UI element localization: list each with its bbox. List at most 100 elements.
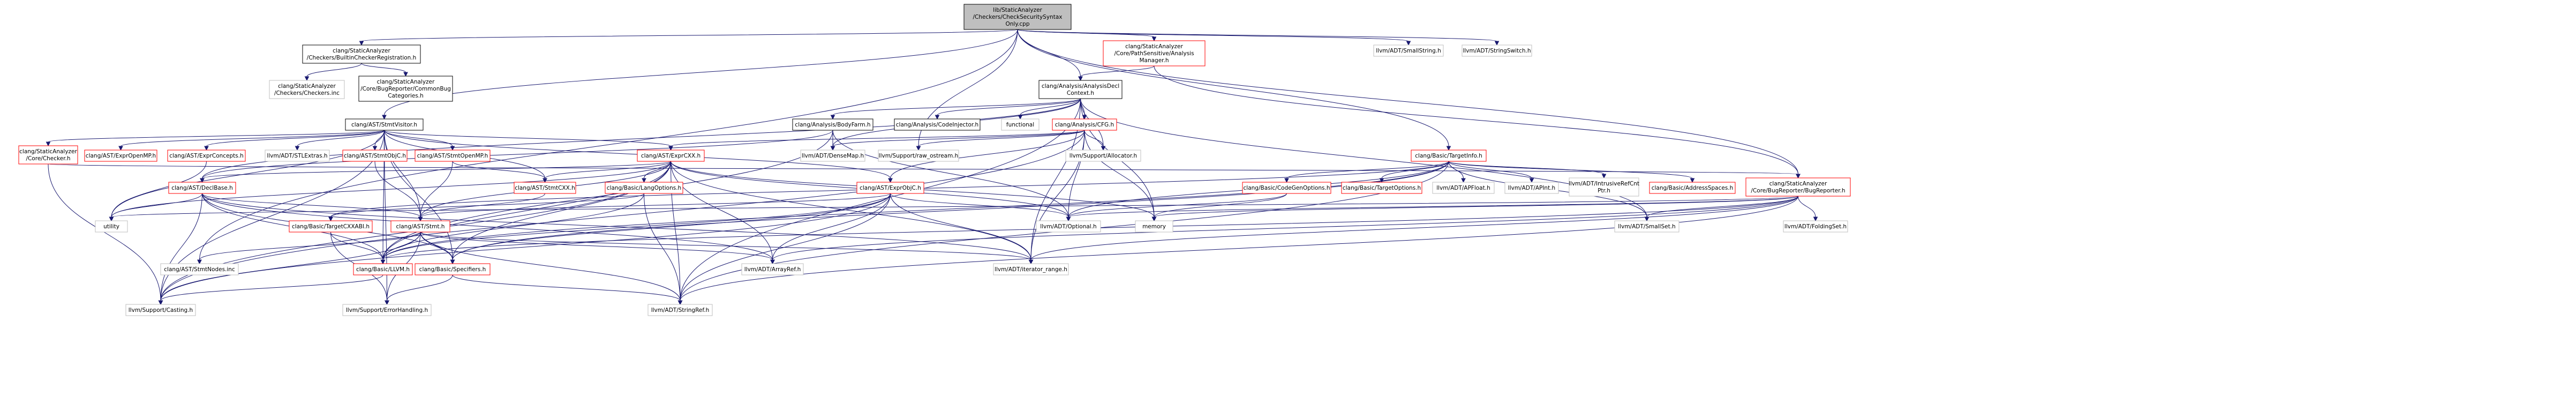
node-cfg[interactable]: clang/Analysis/CFG.h bbox=[1052, 118, 1117, 131]
node-errhandling: llvm/Support/ErrorHandling.h bbox=[342, 304, 432, 316]
node-label-line: llvm/ADT/Optional.h bbox=[1040, 223, 1096, 230]
node-label-line: llvm/ADT/iterator_range.h bbox=[995, 266, 1067, 273]
node-box bbox=[1745, 177, 1851, 197]
node-specifiers[interactable]: clang/Basic/Specifiers.h bbox=[415, 263, 491, 275]
edge-exprobjc-to-stringref bbox=[677, 193, 891, 305]
node-pathsens[interactable]: clang/StaticAnalyzer/Core/PathSensitive/… bbox=[1103, 40, 1206, 66]
node-box bbox=[415, 263, 491, 275]
node-label-line: clang/Basic/LangOptions.h bbox=[607, 185, 681, 191]
node-stmtvisitor[interactable]: clang/AST/StmtVisitor.h bbox=[345, 118, 424, 131]
node-codeinjector[interactable]: clang/Analysis/CodeInjector.h bbox=[894, 118, 981, 131]
node-apint: llvm/ADT/APInt.h bbox=[1504, 182, 1559, 194]
edge-root-to-builtin bbox=[359, 29, 1018, 46]
node-box bbox=[84, 150, 157, 162]
node-exprcxx[interactable]: clang/AST/ExprCXX.h bbox=[637, 150, 705, 162]
node-targetoptions[interactable]: clang/Basic/TargetOptions.h bbox=[1341, 182, 1422, 194]
node-box bbox=[1036, 220, 1101, 233]
node-smallset: llvm/ADT/SmallSet.h bbox=[1614, 220, 1679, 233]
node-label-line: llvm/ADT/APInt.h bbox=[1508, 185, 1555, 191]
node-exprobjcmfh[interactable]: clang/AST/ExprOpenMP.h bbox=[84, 150, 157, 162]
edge-builtin-to-checkersinc bbox=[304, 63, 362, 81]
node-box bbox=[647, 304, 713, 316]
node-label-line: Ptr.h bbox=[1598, 188, 1610, 194]
node-box bbox=[894, 118, 981, 131]
node-label-line: clang/StaticAnalyzer bbox=[1125, 43, 1183, 50]
node-codegenopts[interactable]: clang/Basic/CodeGenOptions.h bbox=[1242, 182, 1331, 194]
edge-targetinfo-to-stringref bbox=[677, 161, 1449, 305]
edge-cfg-to-rawostream bbox=[916, 130, 1085, 151]
node-bodyfarm[interactable]: clang/Analysis/BodyFarm.h bbox=[792, 118, 873, 131]
node-label-line: lib/StaticAnalyzer bbox=[993, 7, 1042, 13]
node-label-line: llvm/ADT/ArrayRef.h bbox=[744, 266, 801, 273]
edge-root-to-stmtvisitor bbox=[382, 29, 1018, 120]
node-stmtopenmp[interactable]: clang/AST/StmtOpenMP.h bbox=[415, 150, 491, 162]
node-checkersinc: clang/StaticAnalyzer/Checkers/Checkers.i… bbox=[269, 80, 345, 99]
node-label-line: llvm/ADT/STLExtras.h bbox=[267, 153, 327, 159]
node-label-line: llvm/ADT/SmallSet.h bbox=[1618, 223, 1675, 230]
node-label-line: llvm/ADT/APFloat.h bbox=[1436, 185, 1490, 191]
node-box bbox=[856, 182, 924, 194]
node-functional: functional bbox=[1001, 118, 1040, 131]
edge-root-to-rawostream bbox=[916, 29, 1018, 151]
node-box bbox=[168, 182, 236, 194]
node-box bbox=[1103, 40, 1206, 66]
node-box bbox=[741, 263, 804, 275]
node-label-line: Only.cpp bbox=[1006, 21, 1030, 27]
node-label-line: clang/Basic/CodeGenOptions.h bbox=[1244, 185, 1330, 191]
node-stmtcxx[interactable]: clang/AST/StmtCXX.h bbox=[514, 182, 576, 194]
node-stmtobjc[interactable]: clang/AST/StmtObjC.h bbox=[342, 150, 408, 162]
node-label-line: llvm/ADT/StringRef.h bbox=[651, 307, 710, 314]
node-label-line: clang/AST/DeclBase.h bbox=[171, 185, 233, 191]
node-label-line: clang/AST/StmtObjC.h bbox=[344, 153, 406, 159]
node-box bbox=[302, 44, 421, 64]
node-box bbox=[637, 150, 705, 162]
node-exprconcepts[interactable]: clang/AST/ExprConcepts.h bbox=[167, 150, 246, 162]
edge-targetinfo-to-apint bbox=[1448, 161, 1534, 183]
node-label-line: functional bbox=[1006, 122, 1034, 128]
node-llvmh[interactable]: clang/Basic/LLVM.h bbox=[353, 263, 413, 275]
node-addrspaces[interactable]: clang/Basic/AddressSpaces.h bbox=[1649, 182, 1736, 194]
node-label-line: clang/Analysis/BodyFarm.h bbox=[795, 122, 870, 128]
node-box bbox=[1065, 150, 1141, 162]
node-langoptions[interactable]: clang/Basic/LangOptions.h bbox=[605, 182, 683, 194]
edge-stmtvisitor-to-stlextras bbox=[295, 130, 385, 151]
edge-stmtvisitor-to-stmtopenmp bbox=[384, 130, 455, 151]
node-box bbox=[605, 182, 683, 194]
node-label-line: llvm/ADT/DenseMap.h bbox=[802, 153, 864, 159]
node-label-line: llvm/ADT/StringSwitch.h bbox=[1463, 48, 1531, 54]
node-stmt[interactable]: clang/AST/Stmt.h bbox=[390, 220, 450, 233]
node-checker[interactable]: clang/StaticAnalyzer/Core/Checker.h bbox=[18, 145, 78, 165]
node-label-line: clang/Analysis/CodeInjector.h bbox=[896, 122, 978, 128]
edge-targetinfo-to-codegenopts bbox=[1284, 161, 1449, 183]
node-bugreporter[interactable]: clang/StaticAnalyzer/Core/BugReporter/Bu… bbox=[1745, 177, 1851, 197]
node-label-line: clang/AST/StmtNodes.inc bbox=[164, 266, 235, 273]
node-label-line: clang/Basic/TargetInfo.h bbox=[1415, 153, 1482, 159]
node-declbase[interactable]: clang/AST/DeclBase.h bbox=[168, 182, 236, 194]
node-builtin[interactable]: clang/StaticAnalyzer/Checkers/BuiltinChe… bbox=[302, 44, 421, 64]
node-exprobjc[interactable]: clang/AST/ExprObjC.h bbox=[856, 182, 924, 194]
node-targetcxxabi[interactable]: clang/Basic/TargetCXXABI.h bbox=[289, 220, 373, 233]
node-optional: llvm/ADT/Optional.h bbox=[1036, 220, 1101, 233]
node-stmtnodes: clang/AST/StmtNodes.inc bbox=[160, 263, 239, 275]
node-box bbox=[269, 80, 345, 99]
node-box bbox=[1411, 150, 1487, 162]
node-label-line: /Checkers/BuiltinCheckerRegistration.h bbox=[307, 55, 417, 61]
node-label-line: clang/AST/StmtCXX.h bbox=[515, 185, 575, 191]
edge-cfg-to-optional bbox=[1066, 130, 1085, 222]
edge-bugreporter-to-foldingset bbox=[1798, 196, 1818, 222]
node-box bbox=[1135, 220, 1173, 233]
edge-declbase-to-casting bbox=[158, 193, 202, 305]
node-apfloat: llvm/ADT/APFloat.h bbox=[1432, 182, 1495, 194]
node-box bbox=[1242, 182, 1331, 194]
edge-bugreporter-to-utility bbox=[109, 196, 1798, 222]
node-targetinfo[interactable]: clang/Basic/TargetInfo.h bbox=[1411, 150, 1487, 162]
node-commonbug[interactable]: clang/StaticAnalyzer/Core/BugReporter/Co… bbox=[358, 76, 453, 102]
node-box bbox=[390, 220, 450, 233]
node-label-line: clang/StaticAnalyzer bbox=[377, 79, 435, 85]
edge-analysisdecl-to-functional bbox=[1018, 98, 1081, 120]
node-box bbox=[514, 182, 576, 194]
edge-specifiers-to-errhandling bbox=[385, 274, 453, 305]
edge-exprobjc-to-stmt bbox=[418, 193, 891, 222]
